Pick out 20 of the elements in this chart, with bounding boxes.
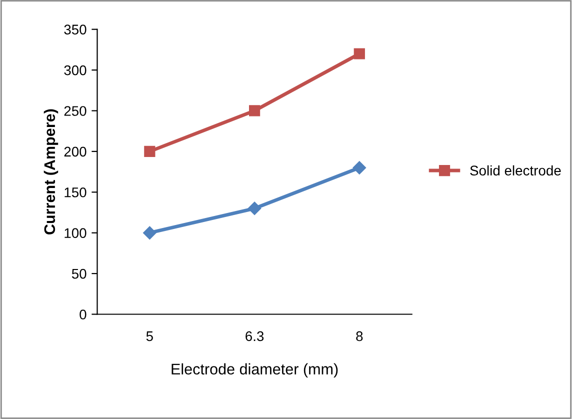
x-tick-label: 6.3 bbox=[246, 331, 264, 342]
point bbox=[143, 226, 156, 240]
x-tick-label: 8 bbox=[356, 331, 363, 342]
point bbox=[248, 202, 262, 216]
x-axis-title: Electrode diameter (mm) bbox=[172, 363, 338, 378]
y-tick-label: 100 bbox=[64, 228, 86, 238]
y-tick-label: 0 bbox=[80, 310, 86, 320]
point bbox=[354, 48, 365, 60]
point bbox=[352, 161, 366, 174]
x-tick-label: 5 bbox=[146, 331, 153, 342]
y-tick-label: 150 bbox=[64, 187, 86, 198]
y-tick-label: 350 bbox=[64, 24, 86, 34]
point bbox=[248, 105, 260, 116]
y-axis-title: Current (Ampere) bbox=[44, 109, 58, 234]
y-tick-label: 250 bbox=[64, 106, 86, 116]
y-tick-label: 50 bbox=[72, 268, 86, 279]
point bbox=[144, 146, 156, 157]
legend-label: Solid electrode bbox=[470, 165, 561, 176]
y-tick-label: 200 bbox=[64, 146, 86, 157]
y-tick-label: 300 bbox=[64, 65, 86, 76]
